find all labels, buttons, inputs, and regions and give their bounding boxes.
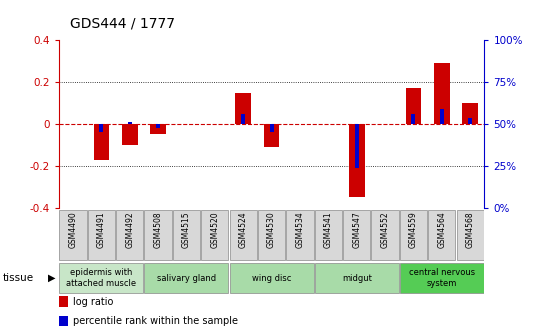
Bar (241, 114, 245, 124)
Bar (412, 114, 416, 124)
Text: salivary gland: salivary gland (157, 274, 216, 283)
Bar (264, 124, 279, 147)
Bar (269, 124, 274, 132)
Bar (258, 210, 285, 260)
Bar (99, 124, 104, 132)
Bar (463, 103, 478, 124)
Text: GSM4524: GSM4524 (239, 211, 248, 248)
Bar (315, 210, 342, 260)
Text: GSM4547: GSM4547 (352, 211, 361, 248)
Bar (59, 210, 87, 260)
Text: GSM4552: GSM4552 (381, 211, 390, 248)
Bar (440, 109, 444, 124)
Text: GSM4490: GSM4490 (68, 211, 77, 248)
Text: GSM4534: GSM4534 (296, 211, 305, 248)
Bar (371, 210, 399, 260)
Text: ▶: ▶ (48, 273, 55, 283)
Bar (116, 210, 143, 260)
Text: GSM4568: GSM4568 (466, 211, 475, 248)
Bar (59, 316, 68, 326)
Bar (400, 263, 484, 293)
Bar (468, 118, 472, 124)
Bar (156, 124, 160, 128)
Bar (201, 210, 228, 260)
Bar (94, 124, 109, 160)
Bar (286, 210, 314, 260)
Bar (456, 210, 484, 260)
Bar (59, 296, 68, 307)
Bar (428, 210, 455, 260)
Text: GSM4492: GSM4492 (125, 211, 134, 248)
Text: tissue: tissue (3, 273, 34, 283)
Text: GSM4541: GSM4541 (324, 211, 333, 248)
Bar (230, 263, 314, 293)
Text: GSM4491: GSM4491 (97, 211, 106, 248)
Bar (173, 210, 200, 260)
Bar (150, 124, 166, 134)
Text: log ratio: log ratio (73, 297, 113, 306)
Text: midgut: midgut (342, 274, 372, 283)
Bar (122, 124, 138, 145)
Bar (230, 210, 257, 260)
Bar (59, 263, 143, 293)
Text: GSM4564: GSM4564 (437, 211, 446, 248)
Bar (144, 210, 172, 260)
Bar (434, 63, 450, 124)
Bar (315, 263, 399, 293)
Text: epidermis with
attached muscle: epidermis with attached muscle (66, 268, 137, 288)
Text: wing disc: wing disc (252, 274, 291, 283)
Bar (144, 263, 228, 293)
Text: GSM4515: GSM4515 (182, 211, 191, 248)
Bar (349, 124, 365, 197)
Bar (343, 210, 370, 260)
Bar (354, 124, 359, 168)
Text: percentile rank within the sample: percentile rank within the sample (73, 316, 238, 326)
Text: central nervous
system: central nervous system (409, 268, 475, 288)
Text: GSM4520: GSM4520 (211, 211, 220, 248)
Text: GDS444 / 1777: GDS444 / 1777 (70, 16, 175, 30)
Bar (405, 88, 421, 124)
Bar (128, 122, 132, 124)
Text: GSM4508: GSM4508 (153, 211, 162, 248)
Text: GSM4559: GSM4559 (409, 211, 418, 248)
Text: GSM4530: GSM4530 (267, 211, 276, 248)
Bar (235, 93, 251, 124)
Bar (88, 210, 115, 260)
Bar (400, 210, 427, 260)
